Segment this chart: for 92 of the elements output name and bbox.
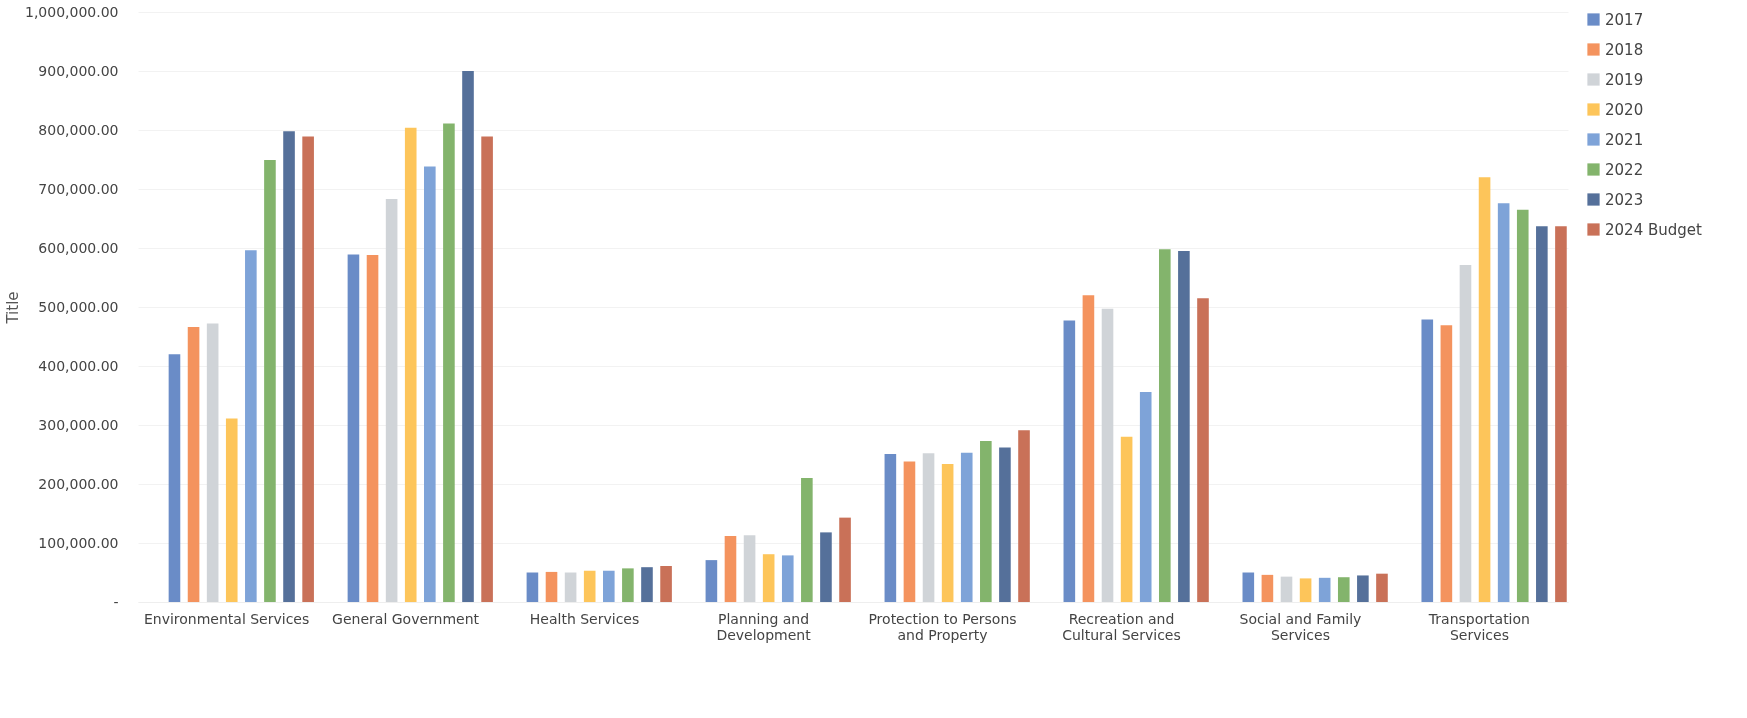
bar xyxy=(641,567,653,602)
bar xyxy=(347,254,360,602)
bar xyxy=(602,570,615,602)
y-tick-label: 800,000.00 xyxy=(38,121,119,138)
bar xyxy=(1018,430,1030,602)
bar xyxy=(1421,319,1434,602)
x-tick-label: Recreation and Cultural Services xyxy=(1062,610,1181,643)
bar xyxy=(960,452,973,602)
bar xyxy=(225,418,238,602)
bar xyxy=(1459,265,1472,602)
bar xyxy=(526,572,539,602)
x-tick-label: Transportation Services xyxy=(1427,610,1530,643)
bar xyxy=(1318,577,1331,602)
legend-label: 2024 Budget xyxy=(1605,220,1703,239)
bar xyxy=(1120,436,1133,602)
y-axis-title: Title xyxy=(3,291,22,325)
legend-label: 2019 xyxy=(1605,70,1644,89)
bar xyxy=(980,440,992,602)
bar xyxy=(545,571,558,602)
bar xyxy=(283,131,295,602)
legend-label: 2020 xyxy=(1605,100,1644,119)
y-tick-label: 1,000,000.00 xyxy=(24,3,119,20)
legend-label: 2021 xyxy=(1605,130,1644,149)
bar xyxy=(705,560,718,602)
legend-label: 2022 xyxy=(1605,160,1644,179)
bar xyxy=(922,453,935,602)
y-tick-label: - xyxy=(113,593,119,610)
bar xyxy=(1082,295,1095,602)
bar xyxy=(187,327,200,602)
bar xyxy=(1478,177,1491,602)
bar xyxy=(724,535,737,602)
legend-label: 2017 xyxy=(1605,10,1644,29)
bar xyxy=(820,532,832,602)
bar xyxy=(1440,325,1453,602)
bar xyxy=(743,535,756,602)
bar xyxy=(1158,249,1171,602)
y-tick-label: 300,000.00 xyxy=(38,416,119,433)
bar xyxy=(1242,572,1255,602)
bar xyxy=(564,572,577,602)
bar xyxy=(206,323,219,602)
y-tick-label: 600,000.00 xyxy=(38,239,119,256)
bar xyxy=(884,453,897,602)
bar xyxy=(801,478,813,602)
bar xyxy=(1299,578,1312,602)
bar xyxy=(1357,575,1369,602)
bar xyxy=(839,517,851,602)
y-tick-label: 700,000.00 xyxy=(38,180,119,197)
bar xyxy=(1536,226,1548,602)
bar xyxy=(1261,574,1274,602)
bar xyxy=(660,566,672,602)
bar xyxy=(462,71,474,602)
bar xyxy=(583,570,596,602)
bar xyxy=(1376,573,1388,602)
bar xyxy=(302,136,314,602)
bar xyxy=(781,555,794,602)
bar xyxy=(1101,308,1114,602)
y-tick-label: 100,000.00 xyxy=(38,534,119,551)
y-tick-label: 900,000.00 xyxy=(38,62,119,79)
bar xyxy=(366,255,379,602)
bar xyxy=(404,127,417,602)
bar xyxy=(999,447,1011,602)
x-tick-label: Social and Family Services xyxy=(1239,610,1362,643)
legend-label: 2018 xyxy=(1605,40,1644,59)
bar xyxy=(1139,391,1152,602)
bar xyxy=(424,166,436,602)
x-tick-label: Protection to Persons and Property xyxy=(868,610,1017,643)
bar xyxy=(245,250,257,602)
bar xyxy=(264,160,276,602)
bar xyxy=(1337,577,1350,602)
bar xyxy=(1197,298,1209,602)
bar xyxy=(385,199,398,602)
bar xyxy=(1178,250,1190,602)
bar xyxy=(903,461,916,602)
y-tick-label: 200,000.00 xyxy=(38,475,119,492)
y-tick-label: 500,000.00 xyxy=(38,298,119,315)
bar xyxy=(622,568,634,602)
bar xyxy=(481,136,493,602)
bar xyxy=(762,554,775,602)
x-tick-label: Planning and Development xyxy=(716,610,812,643)
bar xyxy=(1280,576,1293,602)
bar xyxy=(941,463,954,602)
bar xyxy=(1555,226,1567,602)
x-tick-label: Health Services xyxy=(529,610,640,627)
bar xyxy=(1063,320,1076,602)
legend-label: 2023 xyxy=(1605,190,1644,209)
bar xyxy=(443,123,455,602)
bar xyxy=(1497,203,1510,602)
x-tick-label: General Government xyxy=(332,610,480,627)
bar xyxy=(168,354,181,602)
bar xyxy=(1516,209,1529,602)
y-tick-label: 400,000.00 xyxy=(38,357,119,374)
x-tick-label: Environmental Services xyxy=(143,610,310,627)
